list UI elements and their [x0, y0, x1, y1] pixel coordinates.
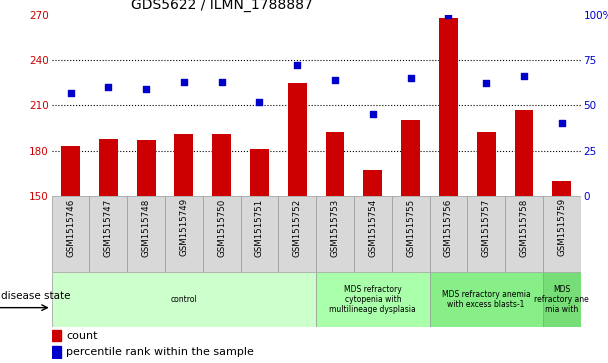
Bar	[429, 272, 543, 327]
Text: GSM1515747: GSM1515747	[104, 198, 113, 257]
Bar	[429, 196, 468, 272]
Text: MDS
refractory ane
mia with: MDS refractory ane mia with	[534, 285, 589, 314]
Text: GSM1515752: GSM1515752	[293, 198, 302, 257]
Bar	[468, 196, 505, 272]
Point	[482, 81, 491, 86]
Text: disease state: disease state	[1, 291, 71, 301]
Text: GSM1515759: GSM1515759	[558, 198, 566, 256]
Point	[255, 99, 264, 105]
Point	[557, 121, 567, 126]
Bar	[477, 132, 496, 196]
Bar	[212, 134, 231, 196]
Text: GSM1515746: GSM1515746	[66, 198, 75, 257]
Point	[179, 79, 188, 85]
Point	[519, 73, 529, 79]
Text: GSM1515749: GSM1515749	[179, 198, 188, 256]
Text: GSM1515757: GSM1515757	[482, 198, 491, 257]
Text: count: count	[66, 331, 98, 341]
Text: percentile rank within the sample: percentile rank within the sample	[66, 347, 254, 357]
Point	[444, 12, 454, 17]
Bar	[89, 196, 127, 272]
Point	[141, 86, 151, 92]
Bar	[364, 170, 382, 196]
Bar	[99, 139, 118, 196]
Bar	[137, 140, 156, 196]
Bar	[543, 272, 581, 327]
Bar	[52, 196, 89, 272]
Bar	[316, 196, 354, 272]
Text: GSM1515748: GSM1515748	[142, 198, 151, 257]
Bar	[241, 196, 278, 272]
Point	[406, 75, 415, 81]
Bar	[165, 196, 203, 272]
Text: MDS refractory anemia
with excess blasts-1: MDS refractory anemia with excess blasts…	[442, 290, 531, 309]
Bar	[552, 181, 571, 196]
Bar	[278, 196, 316, 272]
Bar	[127, 196, 165, 272]
Bar	[203, 196, 241, 272]
Bar	[52, 272, 316, 327]
Bar	[543, 196, 581, 272]
Point	[103, 84, 113, 90]
Text: GSM1515758: GSM1515758	[519, 198, 528, 257]
Text: GSM1515755: GSM1515755	[406, 198, 415, 257]
Text: MDS refractory
cytopenia with
multilineage dysplasia: MDS refractory cytopenia with multilinea…	[330, 285, 416, 314]
Bar	[354, 196, 392, 272]
Text: GSM1515750: GSM1515750	[217, 198, 226, 257]
Bar	[250, 149, 269, 196]
Bar	[61, 146, 80, 196]
Bar	[52, 330, 61, 341]
Bar	[288, 83, 306, 196]
Bar	[326, 132, 345, 196]
Bar	[505, 196, 543, 272]
Bar	[52, 346, 61, 358]
Bar	[392, 196, 429, 272]
Text: control: control	[171, 295, 197, 304]
Point	[368, 111, 378, 117]
Point	[217, 79, 227, 85]
Bar	[514, 110, 533, 196]
Bar	[316, 272, 429, 327]
Text: GSM1515756: GSM1515756	[444, 198, 453, 257]
Text: GSM1515751: GSM1515751	[255, 198, 264, 257]
Point	[292, 62, 302, 68]
Bar	[174, 134, 193, 196]
Text: GSM1515753: GSM1515753	[331, 198, 339, 257]
Text: GSM1515754: GSM1515754	[368, 198, 378, 257]
Point	[330, 77, 340, 83]
Bar	[401, 121, 420, 196]
Text: GDS5622 / ILMN_1788887: GDS5622 / ILMN_1788887	[131, 0, 313, 12]
Bar	[439, 17, 458, 196]
Point	[66, 90, 75, 95]
